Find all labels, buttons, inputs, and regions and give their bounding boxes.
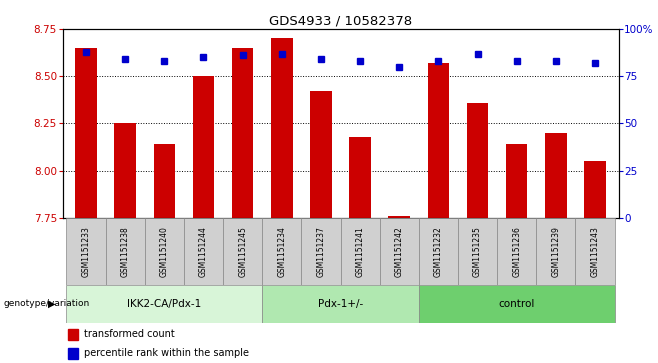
Text: transformed count: transformed count	[84, 329, 174, 339]
Bar	[428, 63, 449, 218]
Bar	[68, 329, 78, 340]
Bar	[75, 48, 97, 218]
Text: GSM1151245: GSM1151245	[238, 226, 247, 277]
Text: control: control	[499, 299, 535, 309]
Text: GSM1151233: GSM1151233	[82, 226, 91, 277]
Bar	[467, 103, 488, 218]
Text: GSM1151236: GSM1151236	[512, 226, 521, 277]
Text: genotype/variation: genotype/variation	[3, 299, 89, 308]
Bar	[68, 348, 78, 359]
Bar	[458, 218, 497, 285]
Text: GSM1151238: GSM1151238	[120, 226, 130, 277]
Bar	[310, 91, 332, 218]
Bar	[506, 144, 528, 218]
Bar	[184, 218, 223, 285]
Title: GDS4933 / 10582378: GDS4933 / 10582378	[269, 15, 412, 28]
Bar	[380, 218, 419, 285]
Bar	[145, 218, 184, 285]
Text: GSM1151241: GSM1151241	[355, 226, 365, 277]
Bar	[349, 136, 371, 218]
Bar	[301, 218, 341, 285]
Bar	[153, 144, 175, 218]
Bar	[66, 218, 105, 285]
Bar	[419, 218, 458, 285]
Bar	[232, 48, 253, 218]
Bar	[114, 123, 136, 218]
Bar	[536, 218, 576, 285]
Text: Pdx-1+/-: Pdx-1+/-	[318, 299, 363, 309]
Text: GSM1151244: GSM1151244	[199, 226, 208, 277]
Bar	[105, 218, 145, 285]
Bar	[584, 161, 606, 218]
Text: GSM1151239: GSM1151239	[551, 226, 561, 277]
Bar	[262, 285, 419, 323]
Bar	[497, 218, 536, 285]
Text: ▶: ▶	[49, 299, 56, 309]
Text: GSM1151240: GSM1151240	[160, 226, 169, 277]
Bar	[271, 38, 293, 218]
Bar	[223, 218, 262, 285]
Bar	[576, 218, 615, 285]
Bar	[545, 133, 567, 218]
Bar	[262, 218, 301, 285]
Text: GSM1151234: GSM1151234	[277, 226, 286, 277]
Text: IKK2-CA/Pdx-1: IKK2-CA/Pdx-1	[127, 299, 201, 309]
Text: GSM1151237: GSM1151237	[316, 226, 326, 277]
Bar	[419, 285, 615, 323]
Text: GSM1151242: GSM1151242	[395, 226, 404, 277]
Text: GSM1151243: GSM1151243	[590, 226, 599, 277]
Text: percentile rank within the sample: percentile rank within the sample	[84, 348, 249, 358]
Bar	[193, 76, 215, 218]
Text: GSM1151235: GSM1151235	[473, 226, 482, 277]
Bar	[66, 285, 262, 323]
Text: GSM1151232: GSM1151232	[434, 226, 443, 277]
Bar	[388, 216, 410, 218]
Bar	[341, 218, 380, 285]
